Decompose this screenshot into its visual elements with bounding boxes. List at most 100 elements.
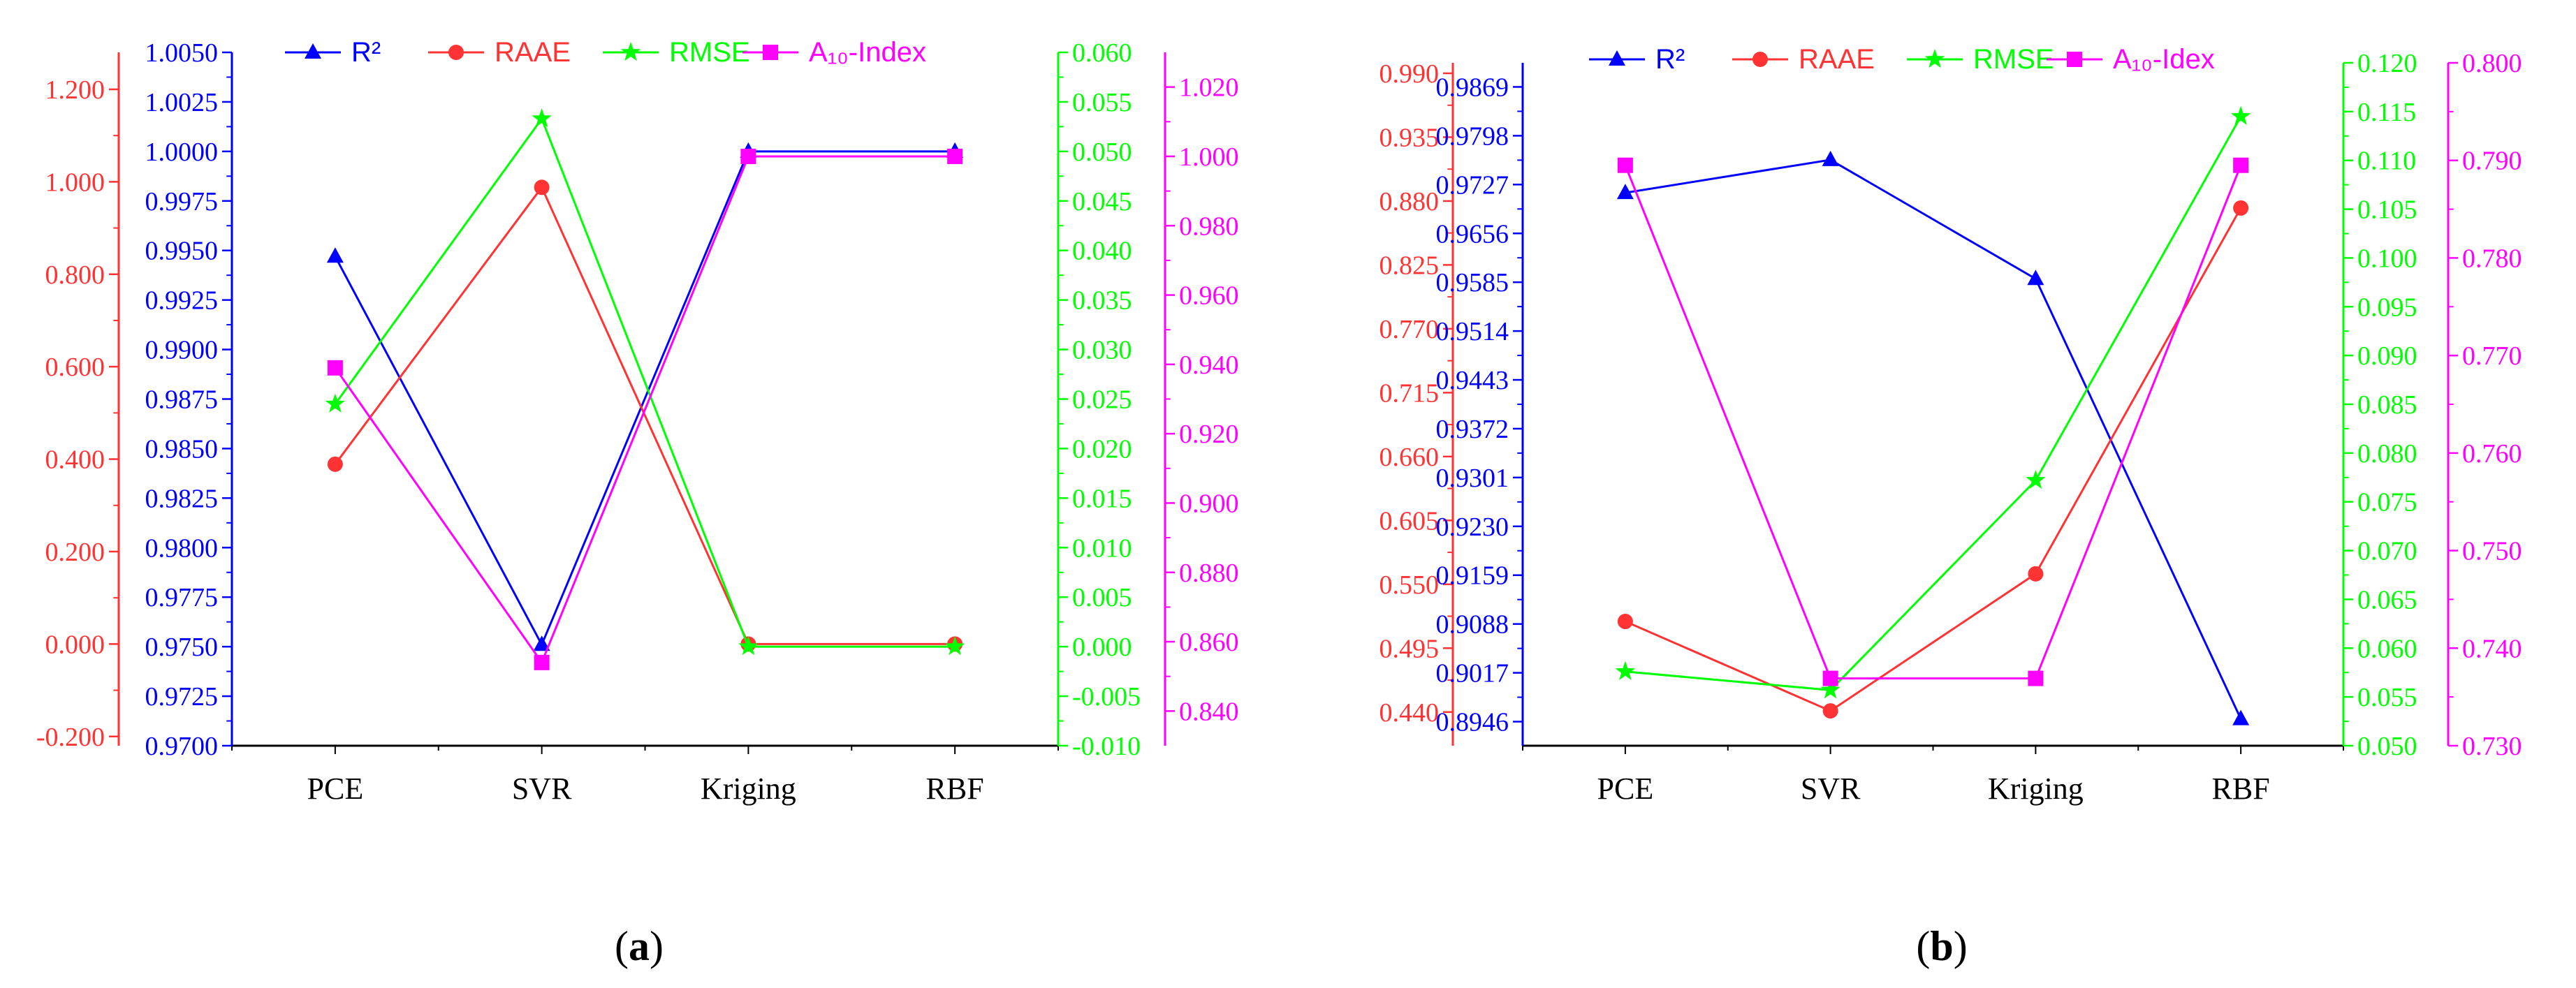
data-point-RMSE-PCE-b — [1615, 661, 1636, 680]
y-tick-label-RAAE-b: 0.770 — [1380, 315, 1440, 344]
legend-label-RAAE-b: RAAE — [1799, 44, 1875, 75]
series-line-RMSE-b — [1625, 116, 2242, 691]
y-tick-label-A10-a: 0.860 — [1179, 628, 1239, 657]
data-point-A10-SVR-b — [1822, 670, 1838, 686]
y-tick-label-A10-b: 0.760 — [2462, 439, 2522, 469]
y-tick-label-RMSE-b: 0.110 — [2357, 147, 2416, 176]
y-tick-label-R2-a: 0.9875 — [145, 385, 219, 415]
y-tick-label-RMSE-b: 0.050 — [2357, 732, 2417, 761]
y-tick-label-R2-a: 1.0050 — [145, 38, 219, 68]
data-point-A10-PCE-b — [1617, 157, 1633, 173]
y-tick-label-RAAE-a: 1.000 — [45, 168, 105, 197]
data-point-RAAE-Kriging-b — [2028, 566, 2044, 582]
legend-label-RMSE-a: RMSE — [669, 37, 750, 68]
y-tick-label-R2-b: 0.9301 — [1436, 464, 1509, 493]
x-tick-label-a: SVR — [512, 772, 572, 806]
y-tick-label-RAAE-b: 0.550 — [1380, 570, 1440, 600]
data-point-RAAE-SVR-a — [534, 179, 550, 196]
x-tick-label-a: PCE — [307, 772, 364, 806]
legend-label-R2-a: R² — [351, 37, 381, 68]
legend-label-RMSE-b: RMSE — [1973, 44, 2054, 75]
y-tick-label-R2-b: 0.9088 — [1436, 610, 1509, 640]
y-tick-label-A10-b: 0.770 — [2462, 341, 2522, 371]
y-tick-label-R2-a: 0.9750 — [145, 633, 219, 662]
y-tick-label-RAAE-b: 0.605 — [1380, 506, 1440, 536]
x-tick-label-a: Kriging — [701, 772, 796, 806]
y-tick-label-R2-b: 0.9656 — [1436, 219, 1509, 249]
legend-marker-R2-a — [305, 43, 321, 59]
x-tick-label-b: SVR — [1801, 772, 1861, 806]
data-point-A10-Kriging-a — [740, 148, 756, 164]
y-tick-label-RMSE-a: 0.045 — [1072, 187, 1132, 216]
data-point-RMSE-RBF-a — [944, 636, 965, 656]
legend-label-R2-b: R² — [1655, 44, 1685, 75]
series-line-A10-a — [334, 155, 956, 665]
legend-marker-R2-b — [1609, 50, 1625, 66]
data-point-R2-PCE-b — [1616, 184, 1634, 200]
y-tick-label-R2-a: 0.9775 — [145, 583, 219, 612]
y-tick-label-RMSE-a: 0.010 — [1072, 533, 1132, 563]
data-point-RMSE-Kriging-a — [738, 636, 759, 656]
y-tick-label-RMSE-a: 0.055 — [1072, 88, 1132, 117]
y-tick-label-R2-b: 0.9514 — [1436, 317, 1509, 346]
y-tick-label-A10-a: 1.000 — [1179, 142, 1239, 172]
y-tick-label-RAAE-b: 0.880 — [1380, 187, 1440, 216]
y-tick-label-RMSE-a: 0.005 — [1072, 583, 1132, 612]
y-tick-label-R2-a: 0.9975 — [145, 187, 219, 216]
y-tick-label-RMSE-b: 0.070 — [2357, 537, 2417, 566]
y-tick-label-R2-b: 0.9585 — [1436, 268, 1509, 297]
y-tick-label-A10-a: 0.920 — [1179, 420, 1239, 449]
y-tick-label-R2-b: 0.9372 — [1436, 415, 1509, 444]
y-tick-label-RAAE-b: 0.825 — [1380, 251, 1440, 280]
y-tick-label-RAAE-b: 0.440 — [1380, 698, 1440, 728]
data-point-RMSE-SVR-b — [1820, 679, 1840, 699]
y-tick-label-RMSE-a: 0.020 — [1072, 434, 1132, 464]
y-tick-label-RAAE-a: 0.800 — [45, 260, 105, 290]
y-tick-label-RMSE-b: 0.100 — [2357, 244, 2417, 273]
y-tick-label-RAAE-b: 0.495 — [1380, 634, 1440, 663]
y-tick-label-RAAE-b: 0.935 — [1380, 123, 1440, 152]
legend-marker-RAAE-b — [1752, 52, 1768, 67]
y-tick-label-RMSE-a: 0.050 — [1072, 138, 1132, 167]
data-point-A10-SVR-a — [534, 654, 550, 670]
y-tick-label-RMSE-b: 0.120 — [2357, 49, 2417, 78]
y-tick-label-RMSE-a: -0.010 — [1072, 732, 1141, 761]
legend-marker-A10-b — [2067, 52, 2082, 67]
y-tick-label-R2-b: 0.9159 — [1436, 561, 1509, 591]
data-point-R2-SVR-b — [1822, 150, 1839, 166]
y-tick-label-A10-a: 0.900 — [1179, 489, 1239, 518]
data-point-RAAE-PCE-b — [1617, 614, 1633, 630]
y-tick-label-R2-a: 0.9950 — [145, 237, 219, 266]
data-point-RAAE-SVR-b — [1822, 703, 1838, 719]
y-tick-label-RAAE-a: 1.200 — [45, 75, 105, 105]
chart-panel-a: PCE SVR Kriging RBF -0.200 0.000 0.200 0.400 0.6… — [36, 37, 1239, 806]
y-tick-label-R2-a: 0.9725 — [145, 682, 219, 711]
y-tick-label-A10-b: 0.780 — [2462, 244, 2522, 273]
y-tick-label-RAAE-a: 0.000 — [45, 630, 105, 659]
y-tick-label-RMSE-b: 0.115 — [2357, 98, 2416, 127]
series-line-R2-b — [1625, 158, 2242, 720]
y-tick-label-RMSE-a: 0.040 — [1072, 237, 1132, 266]
y-tick-label-R2-a: 0.9800 — [145, 533, 219, 563]
y-tick-label-RAAE-a: 0.200 — [45, 538, 105, 567]
data-point-RMSE-PCE-a — [325, 393, 346, 413]
y-tick-label-RMSE-b: 0.055 — [2357, 683, 2417, 712]
data-point-A10-RBF-b — [2233, 157, 2249, 173]
series-line-R2-a — [334, 150, 956, 647]
series-line-RAAE-b — [1625, 207, 2242, 712]
y-tick-label-RAAE-a: -0.200 — [36, 723, 105, 752]
y-tick-label-RMSE-b: 0.105 — [2357, 196, 2417, 225]
panel-label-a: (a) — [615, 923, 664, 969]
panel-label-b: (b) — [1916, 923, 1967, 969]
x-tick-label-b: PCE — [1597, 772, 1654, 806]
y-tick-label-RMSE-a: 0.000 — [1072, 633, 1132, 662]
y-tick-label-RAAE-b: 0.715 — [1380, 378, 1440, 408]
legend-marker-RAAE-a — [448, 45, 464, 60]
data-point-R2-PCE-a — [326, 247, 344, 263]
y-tick-label-A10-a: 0.840 — [1179, 697, 1239, 726]
data-point-R2-SVR-a — [533, 635, 550, 651]
data-point-A10-RBF-a — [947, 148, 963, 164]
y-tick-label-R2-a: 1.0000 — [145, 138, 219, 167]
y-tick-label-RMSE-b: 0.075 — [2357, 488, 2417, 517]
x-tick-label-a: RBF — [926, 772, 984, 806]
